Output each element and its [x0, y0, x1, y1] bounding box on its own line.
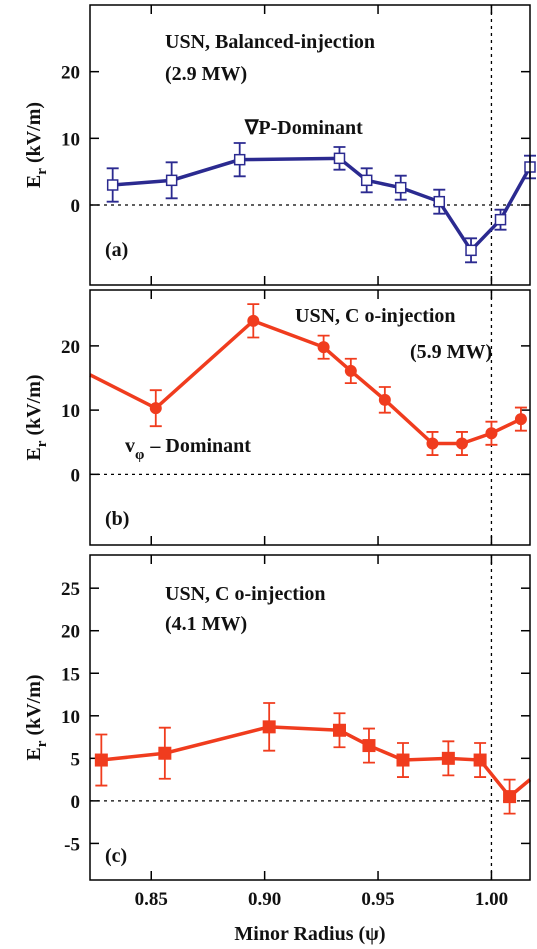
plot-frame [89, 4, 531, 286]
y-tick-label: 0 [71, 792, 81, 813]
marker [465, 244, 477, 257]
y-axis-label: Er (kV/m) [23, 374, 50, 460]
marker [378, 393, 391, 406]
y-tick-label: 25 [61, 579, 80, 600]
annotation: USN, C o-injection [165, 583, 326, 605]
y-axis-label: (kV/m) [23, 102, 45, 163]
panel-label: (c) [105, 845, 127, 867]
y-tick-label: 10 [61, 401, 80, 422]
x-axis-label: Minor Radius (ψ) [234, 923, 385, 945]
y-tick-label: 0 [71, 196, 81, 217]
annotation: (4.1 MW) [165, 613, 247, 635]
y-axis-label: r [34, 740, 50, 747]
marker [441, 751, 455, 765]
y-axis-label: E [23, 447, 45, 460]
panel-label: (a) [105, 239, 128, 261]
data-line [101, 725, 532, 800]
y-tick-label: 5 [71, 749, 81, 770]
marker [158, 746, 172, 760]
y-tick-label: 10 [61, 129, 80, 150]
marker [149, 402, 162, 415]
x-tick-label: 0.85 [135, 889, 168, 910]
y-axis-label: r [34, 440, 50, 447]
annotation: vφ – Dominant [125, 435, 251, 463]
annotation: – Dominant [149, 435, 251, 457]
x-tick-label: 0.90 [248, 889, 281, 910]
y-tick-label: 0 [71, 465, 81, 486]
marker [396, 753, 410, 767]
panel-label: (b) [105, 508, 129, 530]
marker [233, 153, 246, 166]
y-tick-label: -5 [64, 834, 80, 855]
annotation: v [125, 435, 135, 457]
y-tick-label: 10 [61, 707, 80, 728]
marker [332, 723, 346, 737]
y-tick-label: 20 [61, 622, 80, 643]
marker [433, 195, 446, 208]
marker [514, 413, 527, 426]
marker [247, 314, 260, 327]
y-axis-label: (kV/m) [23, 674, 45, 735]
annotation: USN, C o-injection [295, 305, 456, 327]
marker [485, 427, 498, 440]
y-tick-label: 20 [61, 63, 80, 84]
y-axis-label: E [23, 747, 45, 760]
y-tick-label: 15 [61, 664, 80, 685]
marker [362, 739, 376, 753]
x-tick-label: 0.95 [361, 889, 394, 910]
y-axis-label: (kV/m) [23, 374, 45, 435]
marker [165, 174, 178, 187]
plot-frame [89, 289, 531, 546]
annotation: ∇P-Dominant [244, 117, 363, 139]
marker [426, 437, 439, 450]
x-tick-label: 1.00 [475, 889, 508, 910]
annotation: φ [135, 447, 144, 463]
marker [344, 364, 357, 377]
marker [394, 181, 407, 194]
y-tick-label: 20 [61, 337, 80, 358]
data-line [112, 156, 532, 254]
marker [494, 213, 507, 226]
data-line [89, 318, 522, 446]
marker [503, 790, 517, 804]
marker [262, 720, 276, 734]
marker [106, 179, 119, 191]
annotation: (5.9 MW) [410, 341, 492, 363]
marker [473, 753, 487, 767]
y-axis-label: E [23, 175, 45, 188]
marker [360, 174, 373, 187]
marker [455, 437, 468, 450]
y-axis-label: Er (kV/m) [23, 674, 50, 760]
annotation: (2.9 MW) [165, 63, 247, 85]
y-axis-label: Er (kV/m) [23, 102, 50, 188]
plot-frame [89, 554, 531, 881]
marker [333, 152, 346, 165]
annotation: USN, Balanced-injection [165, 31, 375, 53]
marker [94, 753, 108, 767]
marker [317, 341, 330, 354]
y-axis-label: r [34, 168, 50, 175]
